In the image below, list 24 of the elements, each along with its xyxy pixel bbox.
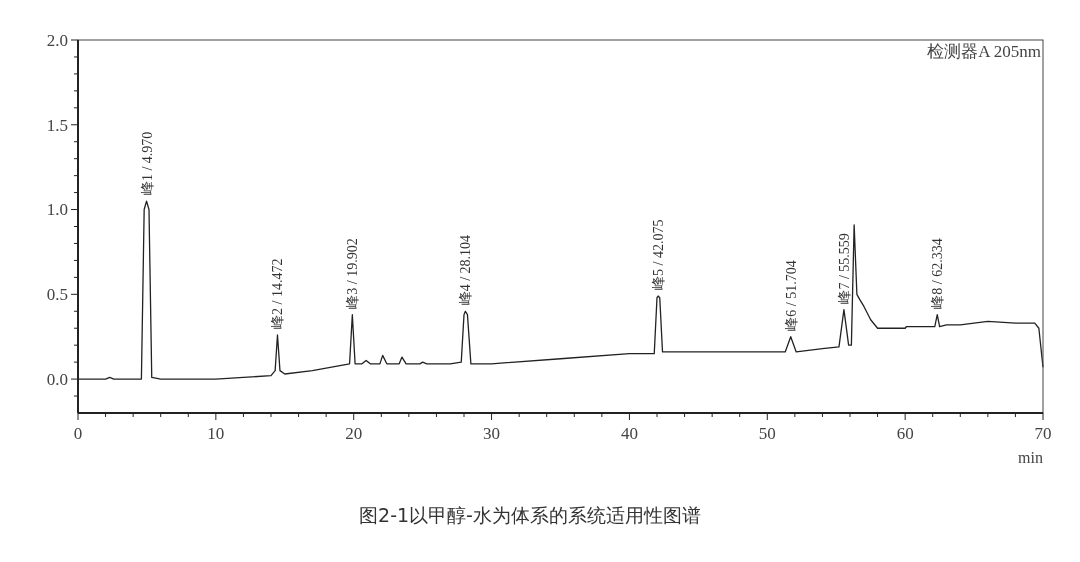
annotation: 检测器A 205nm	[927, 42, 1041, 61]
annotation: 峰1 / 4.970	[139, 131, 155, 196]
annotation: 峰7 / 55.559	[836, 233, 852, 304]
x-tick-label: 10	[207, 424, 225, 443]
annotation: 峰4 / 28.104	[458, 234, 474, 306]
x-tick-label: 60	[896, 424, 914, 443]
annotation: 峰2 / 14.472	[270, 258, 286, 330]
y-tick-label: 1.5	[46, 115, 68, 135]
y-tick-label: 0.5	[46, 285, 68, 305]
x-tick-label: 20	[345, 424, 363, 443]
x-tick-label: 0	[73, 424, 83, 443]
annotation: 峰5 / 42.075	[651, 219, 667, 291]
annotation: 峰6 / 51.704	[783, 260, 799, 331]
annotation: 峰3 / 19.902	[345, 238, 361, 309]
caption: 图2-1以甲醇-水为体系的系统适用性图谱	[359, 503, 701, 526]
x-tick-label: 50	[758, 424, 776, 443]
y-tick-label: 0.0	[46, 370, 68, 390]
x-tick-label: 40	[620, 424, 638, 443]
y-tick-label: 1.0	[46, 200, 68, 220]
x-tick-label: 30	[483, 424, 501, 443]
x-axis-title: min	[1018, 449, 1043, 466]
annotation: 峰8 / 62.334	[930, 238, 946, 309]
x-tick-label: 70	[1034, 424, 1052, 443]
y-tick-label: 2.0	[46, 30, 68, 50]
